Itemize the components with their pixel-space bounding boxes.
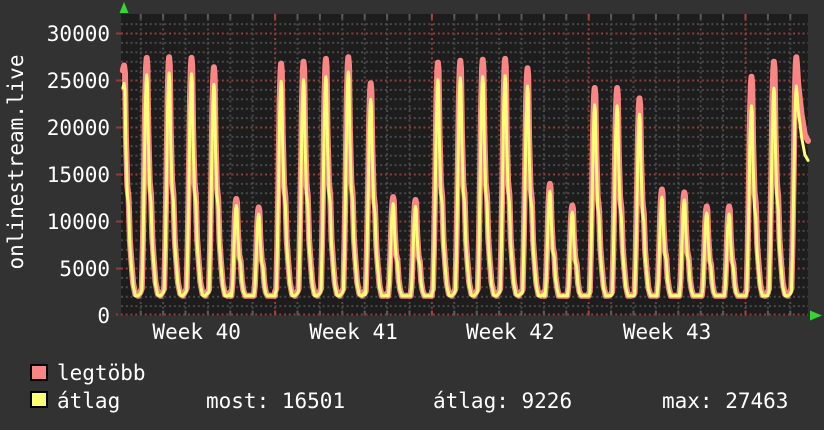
stat-most: most: 16501 xyxy=(206,390,345,412)
y-tick-label-10000: 10000 xyxy=(46,209,110,234)
stat-most-label: most: xyxy=(206,389,270,413)
x-tick-label-week-41: Week 41 xyxy=(309,320,398,344)
stat-most-spacer xyxy=(269,389,282,413)
stat-atlag: átlag: 9226 xyxy=(433,390,572,412)
y-tick-label-20000: 20000 xyxy=(46,115,110,140)
stat-max-label: max: xyxy=(662,389,713,413)
legend-swatch-legtobb xyxy=(30,364,48,381)
x-axis-arrow-icon xyxy=(810,310,822,321)
y-tick-label-15000: 15000 xyxy=(46,162,110,187)
stat-atlag-label: átlag: xyxy=(433,389,509,413)
legend-label-atlag: átlag xyxy=(57,389,121,413)
x-tick-label-week-40: Week 40 xyxy=(152,320,241,344)
stat-max-value: 27463 xyxy=(725,389,789,413)
stat-max-spacer xyxy=(713,389,726,413)
y-tick-label-0: 0 xyxy=(97,303,110,328)
y-tick-label-25000: 25000 xyxy=(46,68,110,93)
y-tick-label-30000: 30000 xyxy=(46,21,110,46)
x-tick-label-week-42: Week 42 xyxy=(466,320,555,344)
stat-atlag-spacer xyxy=(509,389,522,413)
atlag-line xyxy=(121,70,810,298)
y-tick-label-5000: 5000 xyxy=(59,256,110,281)
legend-swatch-atlag xyxy=(30,391,48,408)
stat-atlag-value: 9226 xyxy=(521,389,573,413)
x-tick-label-week-43: Week 43 xyxy=(622,320,712,344)
legend-label-legtobb: legtöbb xyxy=(57,361,146,385)
y-axis-arrow-icon xyxy=(119,2,129,13)
stat-most-value: 16501 xyxy=(281,389,346,413)
stat-max: max: 27463 xyxy=(662,390,788,412)
